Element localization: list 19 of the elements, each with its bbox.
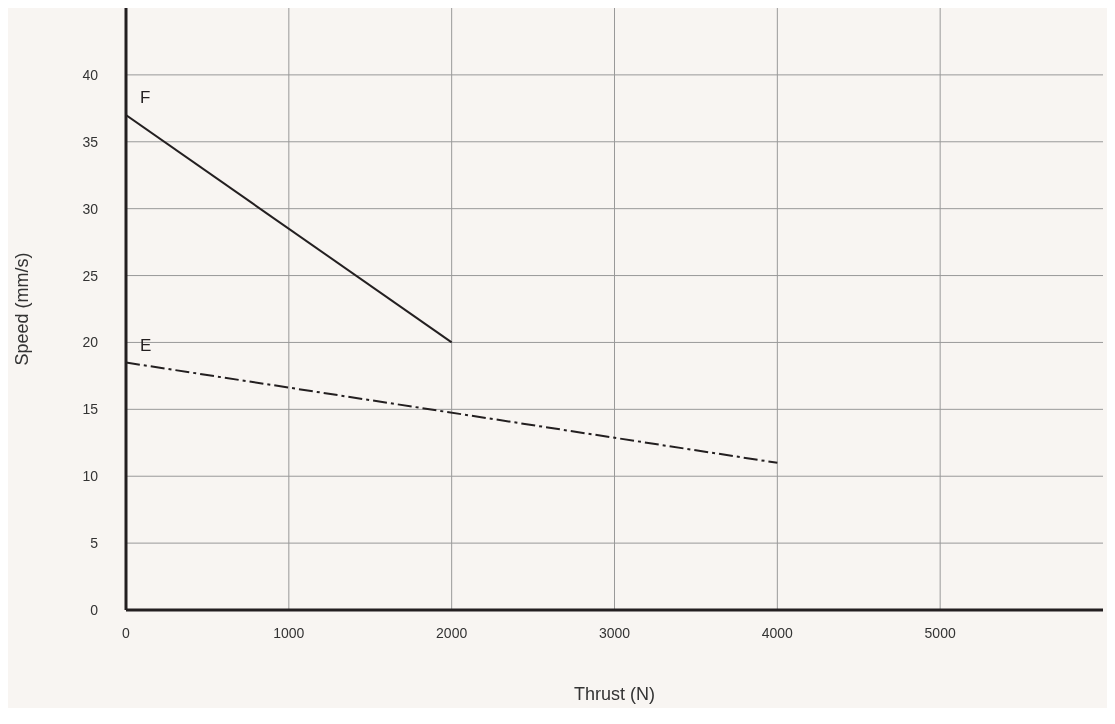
y-tick-label: 0 [90,601,99,618]
x-tick-label: 0 [122,624,131,641]
y-tick-label: 15 [82,401,99,418]
x-tick-label: 4000 [761,624,794,641]
y-tick-label: 5 [90,535,99,552]
y-axis-title: Speed (mm/s) [12,252,33,366]
series-label: F [140,88,151,108]
y-tick-label: 40 [82,66,99,83]
y-tick-label: 35 [82,133,99,150]
x-tick-label: 1000 [273,624,305,641]
x-tick-label: 5000 [924,624,956,641]
x-tick-label: 2000 [436,624,468,641]
y-tick-label: 20 [82,334,99,351]
x-tick-label: 3000 [598,624,631,641]
y-tick-label: 30 [82,200,99,217]
y-tick-label: 25 [82,267,99,284]
y-tick-label: 10 [82,468,99,485]
x-axis-title: Thrust (N) [574,684,655,704]
series-label: E [140,335,152,355]
